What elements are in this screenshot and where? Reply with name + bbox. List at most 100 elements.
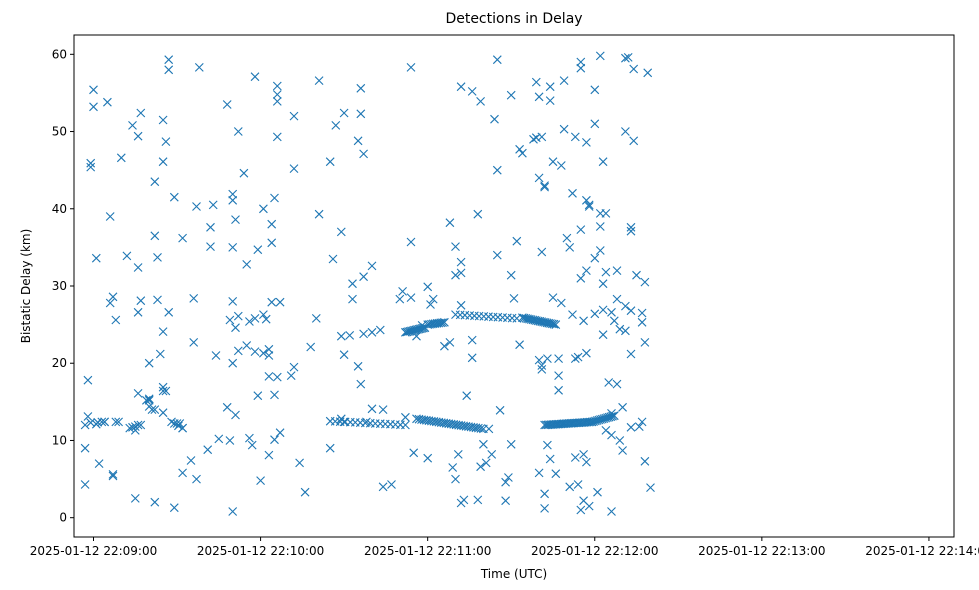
data-point (270, 435, 279, 445)
data-point (643, 68, 653, 78)
data-point (634, 422, 644, 431)
data-point (438, 318, 447, 327)
data-point (540, 318, 550, 327)
data-point (548, 293, 558, 302)
data-point (543, 354, 552, 363)
data-point (540, 504, 549, 513)
data-point (401, 412, 410, 422)
data-point (534, 468, 544, 478)
data-point (440, 317, 449, 327)
data-point (242, 260, 252, 269)
data-point (270, 193, 279, 203)
data-point (272, 97, 282, 106)
data-point (589, 417, 599, 426)
data-point (547, 319, 557, 329)
data-point (595, 222, 605, 231)
data-point (565, 482, 575, 492)
data-point (206, 242, 215, 251)
data-point (544, 318, 554, 328)
data-point (445, 338, 455, 347)
data-point (537, 132, 547, 142)
data-point (136, 420, 146, 430)
data-point (133, 263, 143, 272)
data-point (80, 480, 90, 489)
data-point (609, 411, 619, 421)
data-point (599, 414, 609, 423)
data-point (306, 342, 316, 352)
data-point (86, 418, 96, 428)
data-point (535, 316, 545, 326)
data-point (492, 165, 502, 175)
data-point (289, 111, 299, 121)
x-tick-label: 2025-01-12 22:14:00 (865, 544, 979, 558)
data-point (623, 53, 633, 62)
data-point (189, 294, 199, 303)
data-point (584, 501, 594, 511)
data-point (203, 445, 213, 455)
data-point (519, 313, 529, 323)
data-point (267, 219, 277, 229)
data-point (339, 108, 349, 118)
data-point (136, 108, 146, 118)
data-point (618, 402, 627, 412)
data-point (467, 87, 477, 96)
data-point (606, 412, 616, 422)
data-point (348, 279, 357, 289)
data-point (559, 76, 569, 85)
data-point (242, 341, 252, 350)
data-point (256, 476, 265, 485)
data-point (456, 268, 466, 278)
data-point (533, 316, 543, 326)
data-point (300, 487, 310, 497)
data-point (228, 358, 238, 368)
chart-title: Detections in Delay (445, 11, 582, 27)
data-point (548, 157, 558, 167)
data-point (559, 124, 569, 134)
data-point (601, 413, 611, 423)
data-point (473, 209, 483, 219)
data-point (584, 200, 594, 210)
data-point (492, 55, 502, 65)
data-point (598, 330, 608, 340)
data-point (621, 326, 630, 336)
data-point (576, 505, 586, 515)
data-point (518, 148, 527, 158)
data-point (331, 121, 341, 130)
data-point (595, 246, 605, 255)
data-point (423, 282, 433, 292)
data-point (367, 327, 377, 337)
data-point (186, 456, 196, 465)
data-point (270, 390, 279, 400)
data-point (576, 57, 586, 67)
data-point (245, 433, 254, 443)
data-point (609, 316, 619, 326)
data-point (233, 127, 243, 136)
data-point (608, 411, 617, 421)
data-point (264, 450, 274, 460)
data-point (295, 458, 304, 468)
data-point (94, 459, 104, 468)
data-point (150, 177, 160, 187)
data-point (501, 496, 510, 506)
data-point (506, 439, 516, 449)
data-point (231, 215, 240, 224)
data-point (348, 294, 357, 304)
data-point (406, 293, 416, 302)
data-point (328, 254, 338, 264)
data-point (637, 417, 647, 427)
data-point (375, 325, 385, 335)
data-point (311, 314, 321, 323)
data-point (451, 270, 460, 280)
data-point (607, 430, 616, 440)
data-point (419, 323, 428, 333)
data-point (542, 318, 552, 328)
data-point (158, 386, 168, 396)
data-point (556, 298, 566, 308)
data-point (518, 313, 527, 323)
data-point (387, 480, 396, 489)
data-point (259, 348, 268, 358)
data-point (398, 287, 407, 296)
data-point (523, 314, 532, 324)
data-point (543, 440, 552, 450)
data-point (91, 253, 101, 263)
